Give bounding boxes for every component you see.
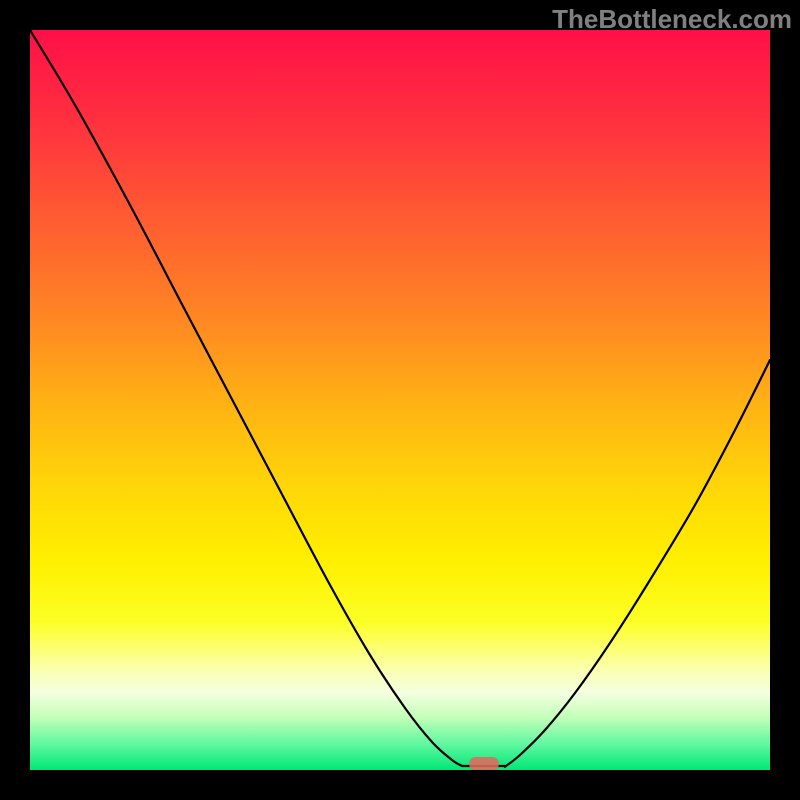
chart-svg (0, 0, 800, 800)
watermark-text: TheBottleneck.com (552, 4, 792, 35)
bottleneck-chart: TheBottleneck.com (0, 0, 800, 800)
minimum-marker (469, 757, 499, 771)
plot-background (30, 30, 770, 770)
